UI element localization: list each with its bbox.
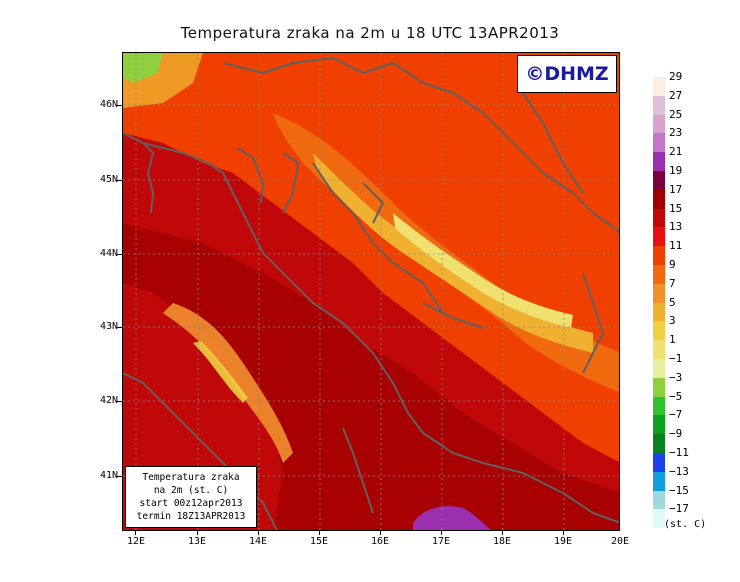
lon-label: 13E (187, 536, 207, 547)
legend-swatch (653, 434, 665, 453)
lon-label: 12E (126, 536, 146, 547)
legend-label: 1 (669, 333, 676, 347)
legend-swatch (653, 377, 665, 397)
temperature-field (123, 53, 619, 530)
lon-tick (258, 531, 259, 535)
legend-label: 21 (669, 145, 683, 159)
legend-swatch (653, 189, 665, 209)
lon-label: 18E (492, 536, 512, 547)
legend-label: −1 (669, 352, 683, 365)
legend-swatch (653, 490, 665, 510)
lon-label: 20E (610, 536, 630, 547)
lon-tick (380, 531, 381, 535)
dinaric-coolest (393, 213, 573, 328)
lat-lon-grid (123, 53, 619, 530)
italy-highlands-cool (193, 341, 248, 403)
legend-swatch (653, 283, 665, 303)
lon-tick (197, 531, 198, 535)
lon-label: 19E (553, 536, 573, 547)
lon-label: 15E (309, 536, 329, 547)
legend-swatch (653, 509, 665, 529)
dinaric-cool (313, 153, 593, 353)
legend-swatch (653, 171, 665, 190)
legend-label: 13 (669, 220, 683, 234)
legend-swatch (653, 152, 665, 171)
legend-swatch (653, 246, 665, 265)
lat-label: 42N (99, 395, 118, 406)
legend-swatch (653, 359, 665, 378)
legend-label: 29 (669, 70, 683, 83)
lat-label: 44N (99, 248, 118, 259)
legend-label: −9 (669, 427, 683, 441)
lon-tick (563, 531, 564, 535)
legend-swatch (653, 340, 665, 359)
legend-label: 7 (669, 276, 676, 290)
legend-swatch (653, 415, 665, 435)
info-line-4: termin 18Z13APR2013 (136, 511, 246, 522)
south-hotspot (413, 506, 491, 530)
lat-tick (117, 180, 122, 181)
lat-label: 46N (99, 99, 118, 110)
legend-label: −7 (669, 408, 683, 422)
lat-tick (117, 327, 122, 328)
legend-label: −11 (669, 446, 689, 459)
legend-swatch (653, 471, 665, 491)
lon-label: 16E (370, 536, 390, 547)
dhmz-watermark: ©DHMZ (517, 55, 617, 93)
legend-swatch (653, 114, 665, 134)
legend-swatch (653, 302, 665, 322)
legend-label: 23 (669, 126, 683, 140)
legend-label: 25 (669, 107, 683, 121)
legend-label: 27 (669, 88, 683, 102)
lat-label: 43N (99, 321, 118, 332)
lon-label: 14E (248, 536, 268, 547)
alps-cool (123, 53, 163, 83)
info-box: Temperatura zraka na 2m (st. C) start 00… (125, 466, 257, 528)
legend-label: 5 (669, 295, 676, 309)
legend-label: 3 (669, 314, 676, 328)
legend-label: 19 (669, 164, 683, 177)
legend-label: 9 (669, 258, 676, 271)
info-line-2: na 2m (st. C) (153, 485, 229, 496)
lat-tick (117, 476, 122, 477)
legend-label: −17 (669, 502, 689, 516)
legend-label: −13 (669, 464, 689, 478)
alps-warm (123, 53, 203, 108)
lat-label: 41N (99, 470, 118, 481)
map-title: Temperatura zraka na 2m u 18 UTC 13APR20… (180, 24, 560, 42)
legend-label: −15 (669, 483, 689, 497)
legend-swatch (653, 396, 665, 416)
lon-label: 17E (431, 536, 451, 547)
legend-unit: (st. C) (664, 519, 707, 530)
legend-swatch (653, 95, 665, 115)
info-line-3: start 00z12apr2013 (139, 498, 243, 509)
legend-label: 15 (669, 201, 683, 215)
lon-tick (441, 531, 442, 535)
legend-swatch (653, 208, 665, 228)
info-line-1: Temperatura zraka (142, 472, 240, 483)
lon-tick (135, 531, 136, 535)
legend-label: −5 (669, 389, 683, 403)
lat-label: 45N (99, 174, 118, 185)
legend-swatch (653, 265, 665, 284)
legend-swatch (653, 453, 665, 472)
lat-tick (117, 401, 122, 402)
legend-label: −3 (669, 370, 683, 384)
legend-swatch (653, 227, 665, 247)
lat-tick (117, 254, 122, 255)
legend-swatch (653, 321, 665, 341)
italy-highlands (163, 303, 293, 463)
legend-swatch (653, 133, 665, 153)
legend-swatch (653, 77, 665, 96)
lon-tick (502, 531, 503, 535)
legend-label: 11 (669, 239, 683, 253)
lon-tick (319, 531, 320, 535)
lat-tick (117, 105, 122, 106)
temperature-map: ©DHMZ Temperatura zraka na 2m (st. C) st… (122, 52, 620, 531)
legend-label: 17 (669, 182, 683, 196)
